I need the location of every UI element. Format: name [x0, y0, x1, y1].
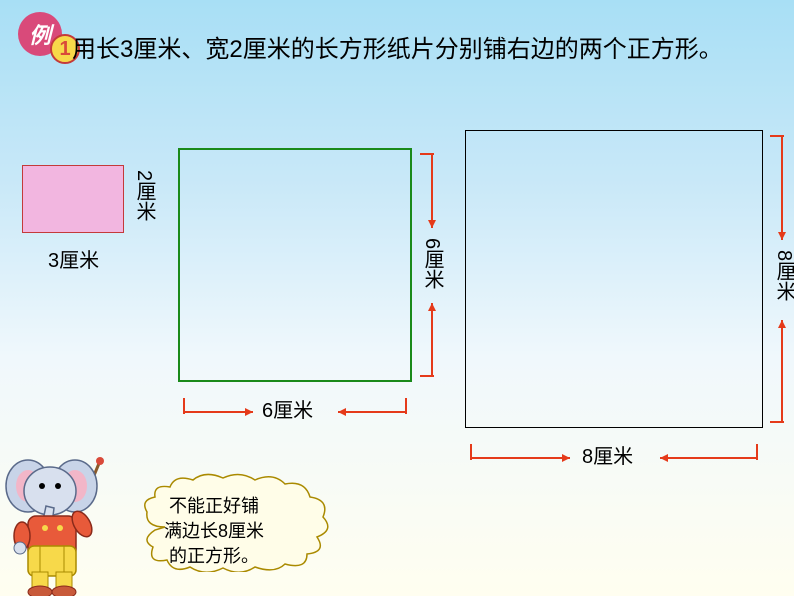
sq6-height-label: 6厘米	[418, 238, 447, 289]
cloud-line2: 满边长8厘米	[164, 521, 264, 541]
tile-height-label: 2厘米	[130, 170, 159, 221]
problem-text: 用长3厘米、宽2厘米的长方形纸片分别铺右边的两个正方形。	[72, 32, 772, 68]
sq8-height-label: 8厘米	[770, 250, 794, 301]
sq6-width-label: 6厘米	[262, 394, 313, 423]
square-6cm	[178, 148, 412, 382]
square-8cm	[465, 130, 763, 428]
tile-width-label: 3厘米	[48, 244, 99, 273]
tile-rectangle	[22, 165, 124, 233]
cloud-line3: 的正方形。	[169, 546, 259, 566]
elephant-icon	[0, 446, 130, 596]
sq8-width-label: 8厘米	[582, 440, 633, 469]
cloud-text: 不能正好铺 满边长8厘米 的正方形。	[164, 494, 264, 570]
example-badge: 例 1	[18, 12, 66, 60]
cloud-line1: 不能正好铺	[169, 496, 259, 516]
